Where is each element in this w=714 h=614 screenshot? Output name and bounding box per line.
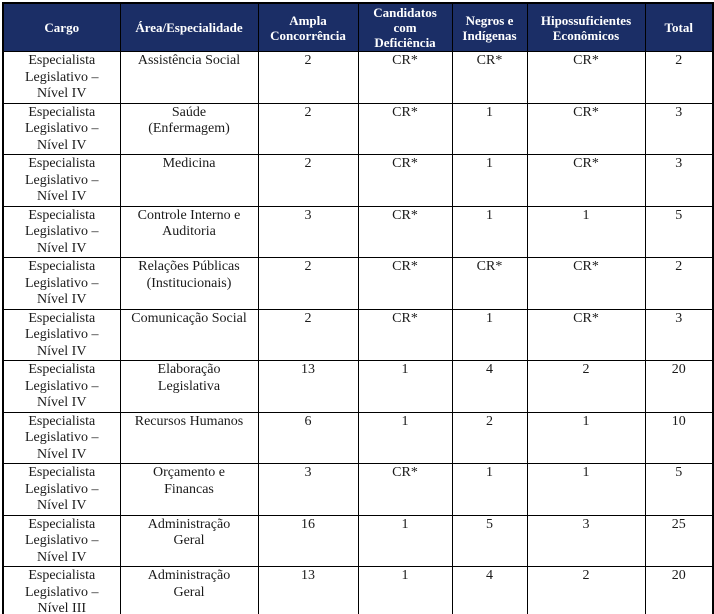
cell-cargo: Especialista Legislativo – Nível IV [2, 205, 121, 258]
cell-total: 25 [644, 514, 714, 567]
cell-hipossuficientes-economicos: 1 [526, 411, 646, 464]
cell-cargo: Especialista Legislativo – Nível IV [2, 360, 121, 413]
cell-area-especialidade: Controle Interno e Auditoria [119, 205, 259, 258]
cell-candidatos-com-deficiencia: CR* [357, 463, 453, 516]
column-header-ampla-concorrencia: Ampla Concorrência [257, 2, 359, 52]
cell-total: 2 [644, 257, 714, 310]
cell-candidatos-com-deficiencia: 1 [357, 411, 453, 464]
cell-cargo: Especialista Legislativo – Nível IV [2, 102, 121, 155]
table-row: Especialista Legislativo – Nível IV Contr… [2, 205, 714, 258]
cell-hipossuficientes-economicos: CR* [526, 102, 646, 155]
column-header-total: Total [644, 2, 714, 52]
cell-candidatos-com-deficiencia: CR* [357, 154, 453, 207]
cell-total: 3 [644, 308, 714, 361]
table-row: Especialista Legislativo – Nível IV Medic… [2, 154, 714, 207]
cell-area-especialidade: Administração Geral [119, 566, 259, 614]
cell-negros-e-indigenas: CR* [451, 51, 528, 104]
cell-cargo: Especialista Legislativo – Nível IV [2, 411, 121, 464]
table-row: Especialista Legislativo – Nível IV Recur… [2, 411, 714, 464]
cell-area-especialidade: Recursos Humanos [119, 411, 259, 464]
cell-ampla-concorrencia: 13 [257, 566, 359, 614]
cell-total: 5 [644, 463, 714, 516]
cell-hipossuficientes-economicos: CR* [526, 51, 646, 104]
cell-total: 3 [644, 154, 714, 207]
cell-negros-e-indigenas: 1 [451, 463, 528, 516]
cell-negros-e-indigenas: 4 [451, 360, 528, 413]
cell-ampla-concorrencia: 2 [257, 102, 359, 155]
cell-negros-e-indigenas: 1 [451, 154, 528, 207]
cell-hipossuficientes-economicos: 3 [526, 514, 646, 567]
cell-area-especialidade: Saúde (Enfermagem) [119, 102, 259, 155]
cell-area-especialidade: Administração Geral [119, 514, 259, 567]
cell-total: 20 [644, 360, 714, 413]
cell-ampla-concorrencia: 3 [257, 205, 359, 258]
column-header-negros-e-indigenas: Negros e Indígenas [451, 2, 528, 52]
column-header-cargo: Cargo [2, 2, 121, 52]
cell-candidatos-com-deficiencia: CR* [357, 51, 453, 104]
table-header-row: Cargo Área/Especialidade Ampla Concorrên… [2, 2, 714, 52]
cell-ampla-concorrencia: 2 [257, 51, 359, 104]
cell-cargo: Especialista Legislativo – Nível IV [2, 514, 121, 567]
table-row: Especialista Legislativo – Nível IV Orçam… [2, 463, 714, 516]
cell-negros-e-indigenas: 1 [451, 102, 528, 155]
cell-area-especialidade: Comunicação Social [119, 308, 259, 361]
table-row: Especialista Legislativo – Nível III Admi… [2, 566, 714, 614]
cell-total: 10 [644, 411, 714, 464]
cell-ampla-concorrencia: 16 [257, 514, 359, 567]
cell-ampla-concorrencia: 13 [257, 360, 359, 413]
cell-hipossuficientes-economicos: 2 [526, 566, 646, 614]
cell-candidatos-com-deficiencia: CR* [357, 102, 453, 155]
cell-candidatos-com-deficiencia: 1 [357, 566, 453, 614]
table-row: Especialista Legislativo – Nível IV Admin… [2, 514, 714, 567]
cell-negros-e-indigenas: CR* [451, 257, 528, 310]
cell-cargo: Especialista Legislativo – Nível IV [2, 308, 121, 361]
cell-hipossuficientes-economicos: 1 [526, 205, 646, 258]
table-row: Especialista Legislativo – Nível IV Assis… [2, 51, 714, 104]
cell-candidatos-com-deficiencia: 1 [357, 514, 453, 567]
cell-area-especialidade: Relações Públicas (Institucionais) [119, 257, 259, 310]
cell-negros-e-indigenas: 5 [451, 514, 528, 567]
column-header-area-especialidade: Área/Especialidade [119, 2, 259, 52]
cell-area-especialidade: Medicina [119, 154, 259, 207]
column-header-hipossuficientes-economicos: Hipossuficientes Econômicos [526, 2, 646, 52]
cell-hipossuficientes-economicos: 2 [526, 360, 646, 413]
cell-ampla-concorrencia: 2 [257, 257, 359, 310]
table-row: Especialista Legislativo – Nível IV Comun… [2, 308, 714, 361]
table-row: Especialista Legislativo – Nível IV Saúde… [2, 102, 714, 155]
cell-hipossuficientes-economicos: CR* [526, 257, 646, 310]
cell-area-especialidade: Orçamento e Financas [119, 463, 259, 516]
cell-hipossuficientes-economicos: CR* [526, 154, 646, 207]
cell-total: 2 [644, 51, 714, 104]
cell-candidatos-com-deficiencia: CR* [357, 257, 453, 310]
cell-cargo: Especialista Legislativo – Nível IV [2, 154, 121, 207]
cell-negros-e-indigenas: 1 [451, 308, 528, 361]
table-body: Especialista Legislativo – Nível IV Assis… [2, 51, 714, 614]
column-header-candidatos-com-deficiencia: Candidatos com Deficiência [357, 2, 453, 52]
cell-ampla-concorrencia: 2 [257, 308, 359, 361]
cell-negros-e-indigenas: 1 [451, 205, 528, 258]
cell-total: 20 [644, 566, 714, 614]
cell-hipossuficientes-economicos: 1 [526, 463, 646, 516]
cell-ampla-concorrencia: 3 [257, 463, 359, 516]
cell-negros-e-indigenas: 2 [451, 411, 528, 464]
cell-cargo: Especialista Legislativo – Nível IV [2, 463, 121, 516]
cell-ampla-concorrencia: 2 [257, 154, 359, 207]
table-row: Especialista Legislativo – Nível IV Elabo… [2, 360, 714, 413]
cell-negros-e-indigenas: 4 [451, 566, 528, 614]
cell-area-especialidade: Elaboração Legislativa [119, 360, 259, 413]
cell-cargo: Especialista Legislativo – Nível III [2, 566, 121, 614]
cell-candidatos-com-deficiencia: CR* [357, 205, 453, 258]
cell-hipossuficientes-economicos: CR* [526, 308, 646, 361]
cell-cargo: Especialista Legislativo – Nível IV [2, 257, 121, 310]
cell-total: 5 [644, 205, 714, 258]
cell-ampla-concorrencia: 6 [257, 411, 359, 464]
cell-total: 3 [644, 102, 714, 155]
cell-cargo: Especialista Legislativo – Nível IV [2, 51, 121, 104]
cell-candidatos-com-deficiencia: CR* [357, 308, 453, 361]
cell-candidatos-com-deficiencia: 1 [357, 360, 453, 413]
table-row: Especialista Legislativo – Nível IV Relaç… [2, 257, 714, 310]
cell-area-especialidade: Assistência Social [119, 51, 259, 104]
